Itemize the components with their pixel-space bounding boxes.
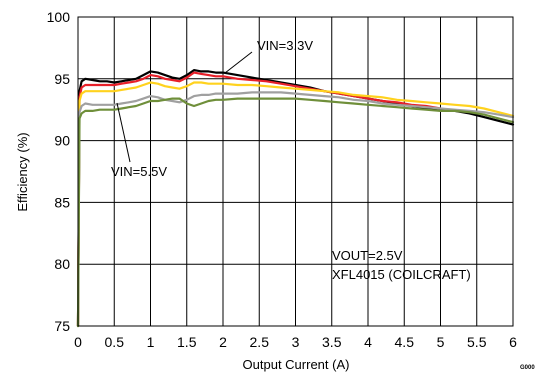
y-tick-label: 80 (54, 256, 70, 272)
x-tick-label: 1 (147, 334, 155, 350)
x-axis-label: Output Current (A) (243, 357, 350, 372)
conditions-line-2: XFL4015 (COILCRAFT) (332, 267, 471, 282)
x-tick-label: 2.5 (250, 334, 270, 350)
figure-code: G000 (520, 365, 535, 371)
x-tick-label: 0.5 (105, 334, 125, 350)
y-axis-label: Efficiency (%) (15, 132, 30, 211)
vin-low-leader (116, 102, 131, 163)
x-tick-labels: 0 0.5 1 1.5 2 2.5 3 3.5 4 4.5 5 5.5 6 (74, 334, 517, 350)
plot-frame (77, 16, 514, 327)
conditions-line-1: VOUT=2.5V (332, 248, 403, 263)
y-tick-label: 90 (54, 133, 70, 149)
x-tick-label: 3.5 (322, 334, 342, 350)
x-tick-label: 0 (74, 334, 82, 350)
x-tick-label: 4 (364, 334, 372, 350)
vin-high-annotation: VIN=3.3V (257, 38, 313, 53)
series-line-5 (76, 97, 515, 328)
series-line-4 (76, 91, 515, 328)
y-tick-label: 95 (54, 71, 70, 87)
x-tick-label: 4.5 (395, 334, 415, 350)
vin-low-annotation: VIN=5.5V (111, 164, 167, 179)
y-tick-label: 75 (54, 318, 70, 334)
x-tick-label: 5.5 (467, 334, 487, 350)
y-tick-label: 85 (54, 194, 70, 210)
x-tick-label: 2 (219, 334, 227, 350)
series-line-2 (76, 71, 442, 328)
grid-lines (78, 17, 513, 326)
vin-high-leader (224, 51, 253, 74)
y-tick-labels: 75 80 85 90 95 100 (47, 9, 71, 334)
x-tick-label: 3 (292, 334, 300, 350)
series-line-3 (76, 81, 515, 328)
x-tick-label: 5 (437, 334, 445, 350)
y-tick-label: 100 (47, 9, 71, 25)
x-tick-label: 6 (509, 334, 517, 350)
x-tick-label: 1.5 (177, 334, 197, 350)
data-series (76, 68, 515, 328)
